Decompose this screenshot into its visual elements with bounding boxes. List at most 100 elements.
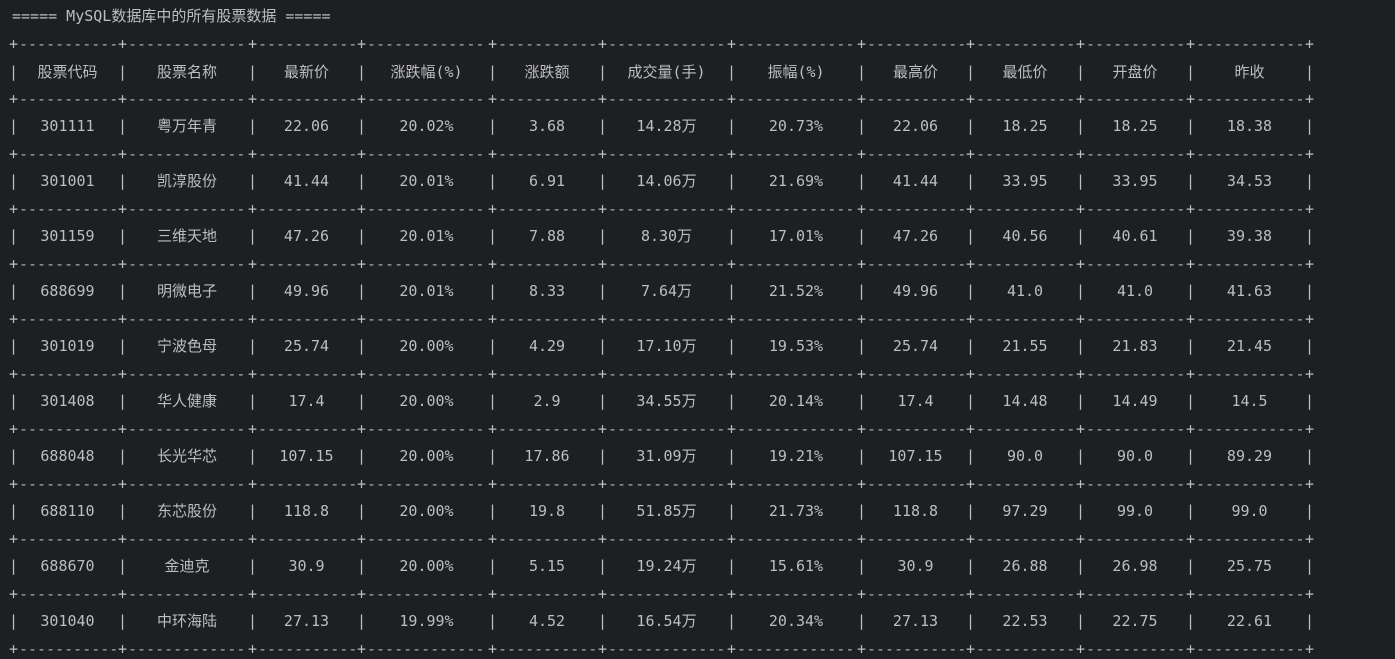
separator-dashes: -------------------- xyxy=(1196,420,1304,438)
column-divider: | xyxy=(1076,63,1086,81)
column-divider: | xyxy=(248,63,258,81)
column-divider: | xyxy=(1076,557,1086,575)
separator-plus: + xyxy=(1186,90,1196,108)
separator-plus: + xyxy=(357,640,367,658)
separator-dashes: -------------------- xyxy=(19,90,117,108)
table-cell: 15.61% xyxy=(768,557,824,575)
separator-plus: + xyxy=(118,420,128,438)
separator-dashes: -------------------- xyxy=(737,585,856,603)
separator-dashes: -------------------- xyxy=(976,640,1075,658)
column-divider: | xyxy=(1076,612,1086,630)
separator-dashes: -------------------- xyxy=(19,35,117,53)
table-cell: 30.9 xyxy=(897,557,934,575)
separator-plus: + xyxy=(857,420,867,438)
separator-plus: + xyxy=(9,420,19,438)
table-cell: 301001 xyxy=(40,172,95,190)
separator-dashes: -------------------- xyxy=(128,255,247,273)
separator-plus: + xyxy=(248,530,258,548)
separator-plus: + xyxy=(857,255,867,273)
column-divider: | xyxy=(1305,227,1315,245)
separator-dashes: -------------------- xyxy=(19,200,117,218)
separator-plus: + xyxy=(118,585,128,603)
column-divider: | xyxy=(727,63,737,81)
column-divider: | xyxy=(9,337,19,355)
separator-plus: + xyxy=(727,255,737,273)
separator-plus: + xyxy=(1076,145,1086,163)
table-cell: 301159 xyxy=(40,227,95,245)
table-cell: 34.53 xyxy=(1226,172,1273,190)
table-cell: 33.95 xyxy=(1112,172,1158,190)
column-divider: | xyxy=(9,227,19,245)
table-cell: 20.01% xyxy=(399,227,454,245)
table-cell: 688048 xyxy=(40,447,95,465)
table-cell: 20.02% xyxy=(399,117,454,135)
separator-dashes: -------------------- xyxy=(258,365,356,383)
column-divider: | xyxy=(1186,557,1196,575)
separator-plus: + xyxy=(1186,200,1196,218)
separator-plus: + xyxy=(727,365,737,383)
separator-dashes: -------------------- xyxy=(19,475,117,493)
separator-dashes: -------------------- xyxy=(867,420,965,438)
column-divider: | xyxy=(727,612,737,630)
column-divider: | xyxy=(9,117,19,135)
table-cell: 7.88 xyxy=(528,227,566,245)
column-divider: | xyxy=(1305,502,1315,520)
separator-plus: + xyxy=(727,200,737,218)
column-divider: | xyxy=(727,557,737,575)
separator-dashes: -------------------- xyxy=(19,420,117,438)
table-cell: 三维天地 xyxy=(156,227,217,245)
separator-plus: + xyxy=(966,420,976,438)
column-divider: | xyxy=(966,612,976,630)
separator-dashes: -------------------- xyxy=(258,255,356,273)
column-divider: | xyxy=(357,392,367,410)
column-divider: | xyxy=(1305,557,1315,575)
table-cell: 31.09万 xyxy=(636,447,697,465)
separator-plus: + xyxy=(488,475,498,493)
column-divider: | xyxy=(488,63,498,81)
table-cell: 41.63 xyxy=(1226,282,1273,300)
column-divider: | xyxy=(357,117,367,135)
column-divider: | xyxy=(598,447,608,465)
separator-dashes: -------------------- xyxy=(737,310,856,328)
column-divider: | xyxy=(1186,447,1196,465)
separator-plus: + xyxy=(1305,365,1315,383)
separator-dashes: -------------------- xyxy=(608,35,726,53)
separator-dashes: -------------------- xyxy=(128,145,247,163)
table-cell: 89.29 xyxy=(1226,447,1273,465)
column-divider: | xyxy=(598,117,608,135)
separator-plus: + xyxy=(9,585,19,603)
table-cell: 14.06万 xyxy=(636,172,697,190)
table-cell: 27.13 xyxy=(283,612,330,630)
column-divider: | xyxy=(598,227,608,245)
column-divider: | xyxy=(118,392,128,410)
separator-dashes: -------------------- xyxy=(608,145,726,163)
table-cell: 41.44 xyxy=(892,172,939,190)
table-cell: 19.8 xyxy=(528,502,566,520)
column-divider: | xyxy=(598,282,608,300)
separator-dashes: -------------------- xyxy=(367,420,487,438)
table-cell: 17.4 xyxy=(897,392,934,410)
table-cell: 22.75 xyxy=(1112,612,1158,630)
separator-dashes: -------------------- xyxy=(976,145,1075,163)
column-divider: | xyxy=(248,172,258,190)
column-divider: | xyxy=(118,117,128,135)
table-cell: 17.10万 xyxy=(636,337,697,355)
separator-dashes: -------------------- xyxy=(1196,255,1304,273)
separator-dashes: -------------------- xyxy=(867,640,965,658)
separator-plus: + xyxy=(118,310,128,328)
column-divider: | xyxy=(9,172,19,190)
separator-plus: + xyxy=(966,585,976,603)
table-cell: 40.61 xyxy=(1112,227,1158,245)
separator-dashes: -------------------- xyxy=(1196,35,1304,53)
separator-plus: + xyxy=(118,475,128,493)
column-divider: | xyxy=(1305,63,1315,81)
column-divider: | xyxy=(966,337,976,355)
table-cell: 18.25 xyxy=(1112,117,1158,135)
table-cell: 688699 xyxy=(40,282,95,300)
separator-plus: + xyxy=(598,310,608,328)
table-cell: 6.91 xyxy=(528,172,566,190)
table-cell: 107.15 xyxy=(279,447,334,465)
separator-plus: + xyxy=(727,420,737,438)
column-divider: | xyxy=(488,337,498,355)
column-divider: | xyxy=(598,337,608,355)
